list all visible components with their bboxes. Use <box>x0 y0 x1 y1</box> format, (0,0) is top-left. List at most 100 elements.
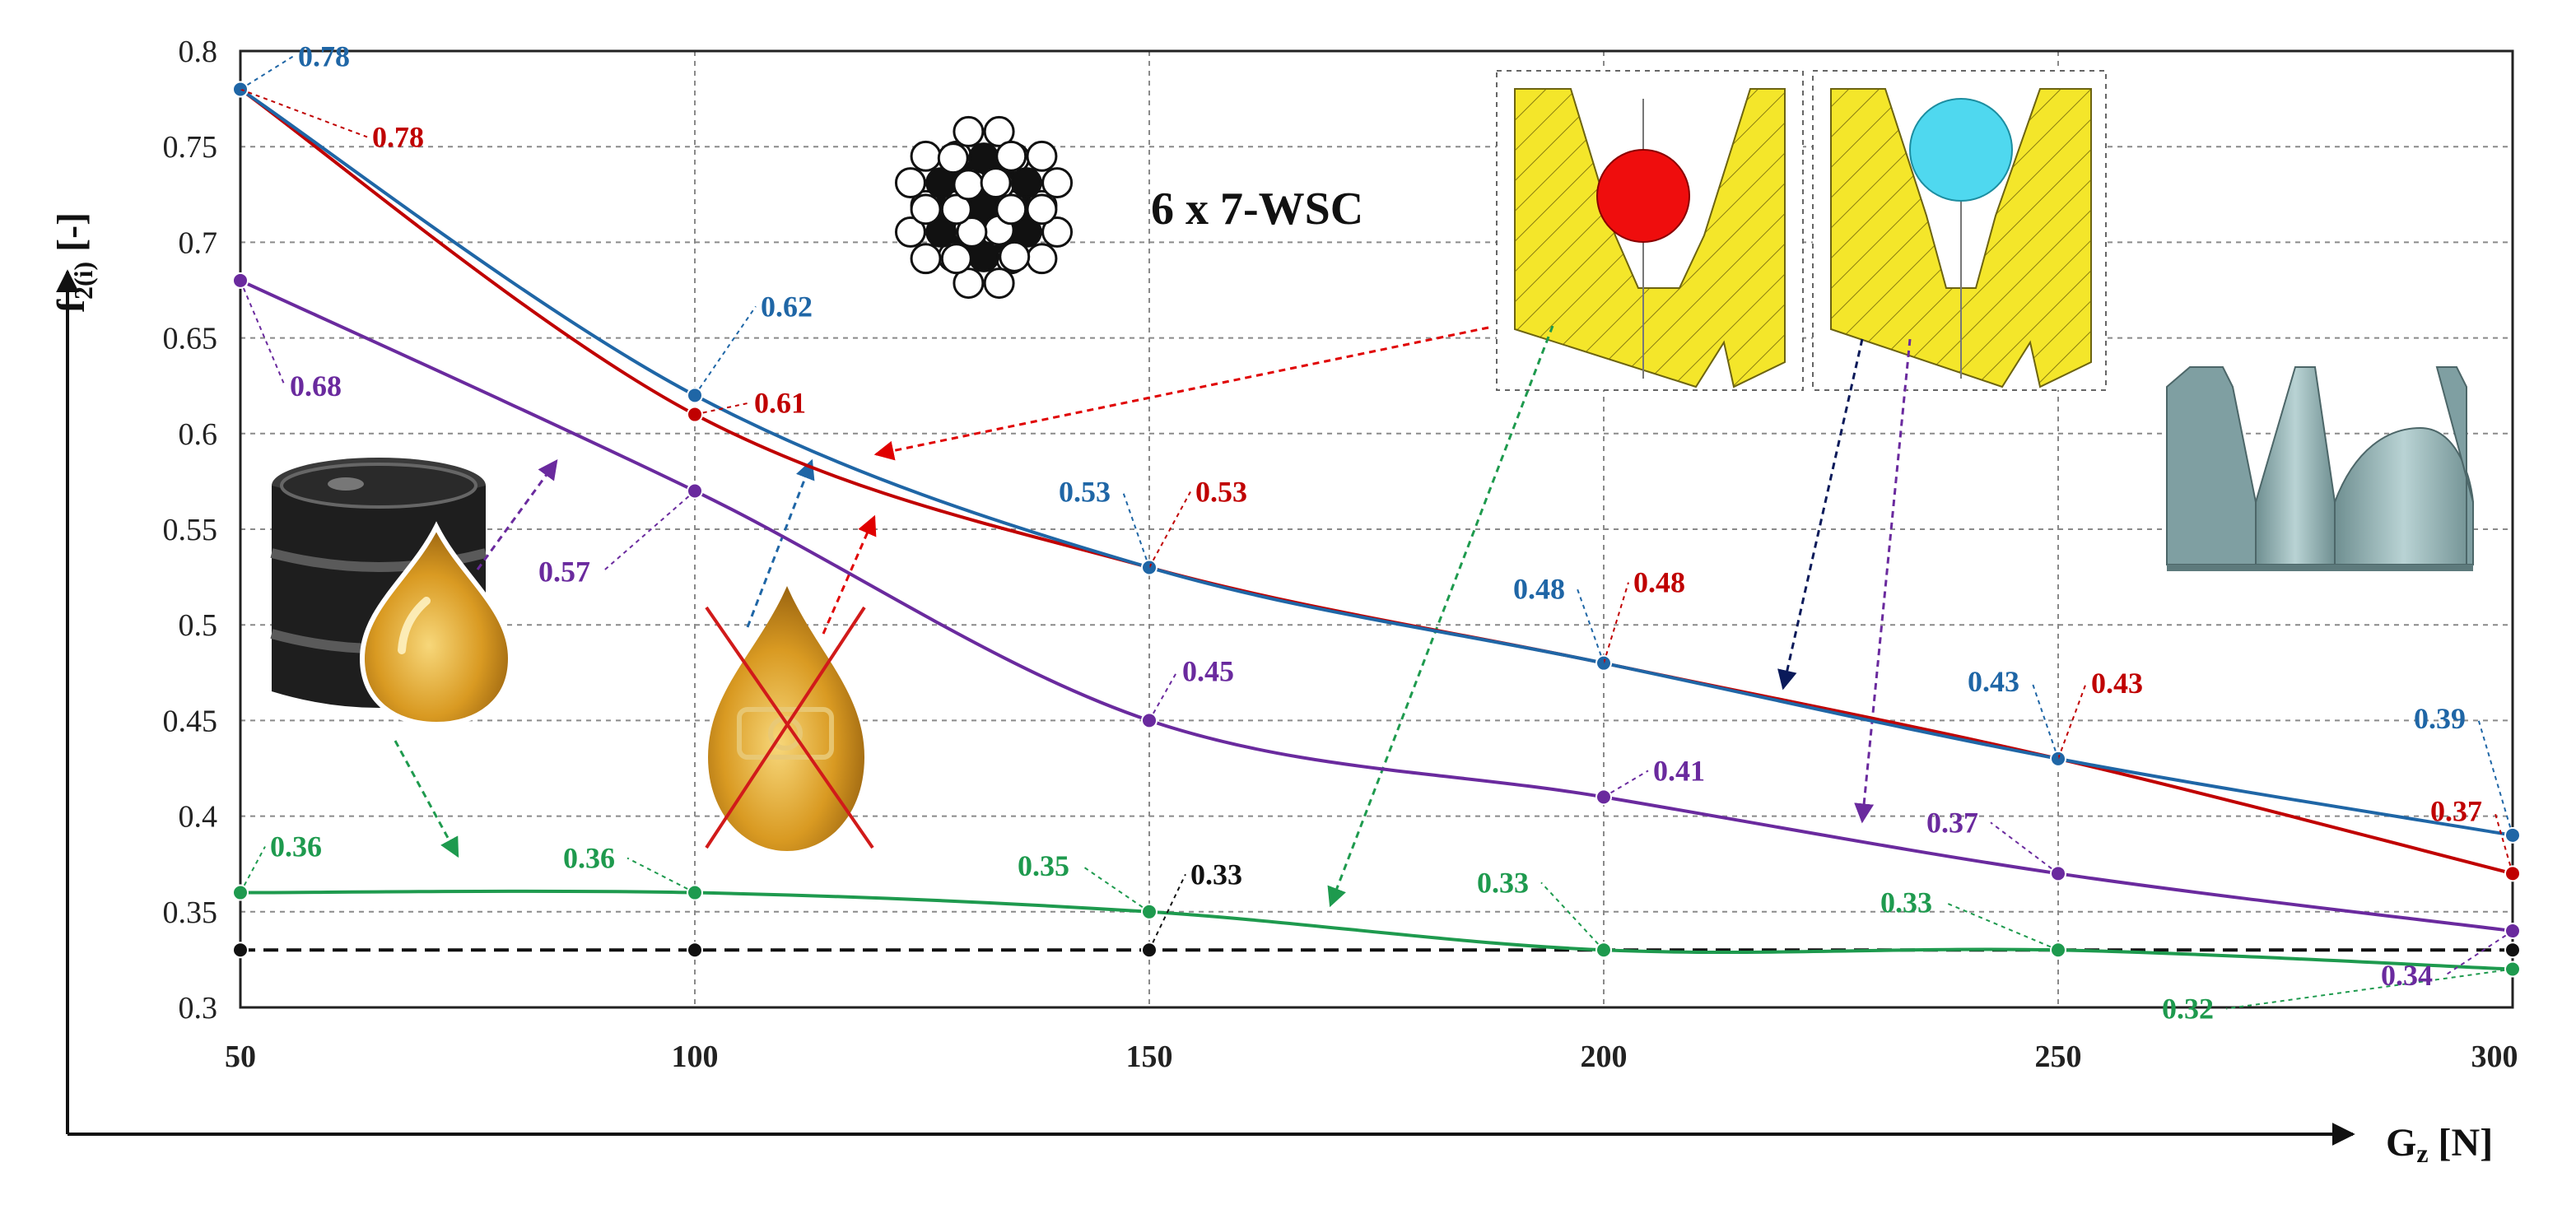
rope-wire <box>956 216 988 248</box>
y-tick-label: 0.55 <box>163 513 218 547</box>
no-lubrication-drop-icon <box>705 586 874 851</box>
y-tick-label: 0.75 <box>163 130 218 165</box>
data-label-leader <box>1577 588 1605 664</box>
arrow-cyan-groove-to-blue <box>1777 338 1864 691</box>
rope-wire <box>910 140 942 172</box>
data-label-purple: 0.45 <box>1182 654 1234 687</box>
rope-wire <box>983 115 1015 147</box>
rope-wire <box>1026 193 1058 226</box>
data-label-leader <box>2225 968 2513 1010</box>
rope-wire <box>910 193 942 226</box>
data-label-black-dashed: 0.33 <box>1190 858 1242 891</box>
data-label-leader <box>2494 811 2513 874</box>
rope-wire <box>940 243 972 275</box>
rope-wire <box>910 243 942 275</box>
oil-drop-icon <box>359 521 514 728</box>
data-point-black-dashed <box>232 942 249 959</box>
data-label-leader <box>1081 864 1150 913</box>
rope-wire <box>937 142 969 174</box>
rope-wire <box>953 169 985 201</box>
data-label-blue: 0.43 <box>1968 665 2019 698</box>
x-tick-label: 250 <box>2035 1040 2082 1074</box>
data-label-red: 0.43 <box>2091 667 2143 700</box>
rope-wire <box>999 240 1031 272</box>
groove-red-rope-icon <box>1496 70 1804 391</box>
arrow-barrel-to-purple <box>476 459 558 570</box>
data-label-blue: 0.48 <box>1513 573 1565 606</box>
data-label-red: 0.53 <box>1195 475 1247 508</box>
series-line-purple <box>240 279 2513 933</box>
data-label-leader <box>240 55 294 91</box>
data-label-leader <box>602 490 696 573</box>
data-label-leader <box>1603 770 1649 798</box>
data-label-green: 0.33 <box>1477 866 1529 899</box>
rope-wire <box>1026 140 1058 172</box>
arrow-barrel-to-green <box>394 740 459 858</box>
rope-wire <box>894 216 926 248</box>
data-label-red: 0.61 <box>754 387 806 420</box>
rope-wire <box>995 193 1027 226</box>
arrow-cyan-groove-to-purple <box>1854 338 1912 824</box>
data-label-leader <box>694 402 750 416</box>
data-labels: 0.33 0.36 0.36 0.35 0.33 0.33 0.32 0.68 0.57 0.45… <box>240 40 2513 1026</box>
rope-wire <box>1041 167 1074 199</box>
data-label-leader <box>1148 491 1191 568</box>
data-label-leader <box>1944 901 2059 951</box>
data-label-red: 0.48 <box>1633 566 1685 599</box>
rope-wire <box>925 216 957 248</box>
x-tick-label: 100 <box>672 1040 719 1074</box>
x-tick-label: 50 <box>225 1040 256 1074</box>
data-label-leader <box>240 280 286 387</box>
data-label-leader <box>2477 718 2513 836</box>
y-tick-label: 0.6 <box>179 417 218 452</box>
data-label-purple: 0.68 <box>290 370 342 402</box>
rope-wire <box>953 267 985 300</box>
x-tick-label: 300 <box>2471 1040 2518 1074</box>
data-point-black-dashed <box>2504 942 2521 959</box>
data-label-green: 0.32 <box>2162 993 2214 1026</box>
data-label-purple: 0.34 <box>2381 959 2433 992</box>
y-tick-label: 0.7 <box>179 226 218 260</box>
x-axis-title: Gz [N] <box>2386 1121 2493 1168</box>
y-tick-label: 0.4 <box>179 800 218 835</box>
series-line-blue <box>239 87 2513 837</box>
y-tick-label: 0.65 <box>163 322 218 356</box>
x-tick-label: 200 <box>1581 1040 1628 1074</box>
data-label-blue: 0.53 <box>1059 475 1111 508</box>
y-axis-title: f2(i) [-] <box>49 212 98 313</box>
series-line-green <box>240 889 2513 971</box>
wire-rope-cross-section-icon <box>894 115 1074 300</box>
rope-wire <box>894 167 926 199</box>
y-tick-label: 0.3 <box>179 991 218 1026</box>
rope-wire <box>1010 167 1042 199</box>
data-label-leader <box>1122 491 1150 568</box>
rope-wire <box>980 167 1012 199</box>
data-label-leader <box>2444 930 2513 976</box>
data-label-green: 0.33 <box>1880 886 1932 919</box>
data-label-leader <box>1540 881 1605 951</box>
rope-wire <box>1026 243 1058 275</box>
y-tick-label: 0.45 <box>163 704 218 738</box>
data-point-black-dashed <box>687 942 703 959</box>
data-label-purple: 0.57 <box>538 556 590 588</box>
arrow-drop-to-red <box>822 514 877 635</box>
data-label-blue: 0.39 <box>2414 702 2466 735</box>
arrow-groove-to-red <box>873 326 1489 461</box>
data-label-leader <box>240 88 368 138</box>
data-label-leader <box>1148 670 1178 721</box>
rope-wire <box>983 267 1015 300</box>
rope-wire <box>940 193 972 226</box>
data-label-green: 0.36 <box>563 842 615 875</box>
data-label-leader <box>1148 873 1186 951</box>
rope-type-label: 6 x 7-WSC <box>1151 184 1363 235</box>
data-label-leader <box>2057 682 2087 760</box>
data-label-green: 0.35 <box>1018 849 1069 882</box>
y-tick-label: 0.8 <box>179 35 218 69</box>
y-tick-label: 0.35 <box>163 895 218 930</box>
data-label-blue: 0.62 <box>761 290 813 323</box>
y-tick-labels: 0.3 0.35 0.4 0.45 0.5 0.55 0.6 0.65 0.7 0.75 0.8 <box>163 35 218 1026</box>
data-label-leader <box>2031 681 2059 760</box>
data-label-leader <box>627 857 696 894</box>
data-label-leader <box>1990 821 2059 875</box>
